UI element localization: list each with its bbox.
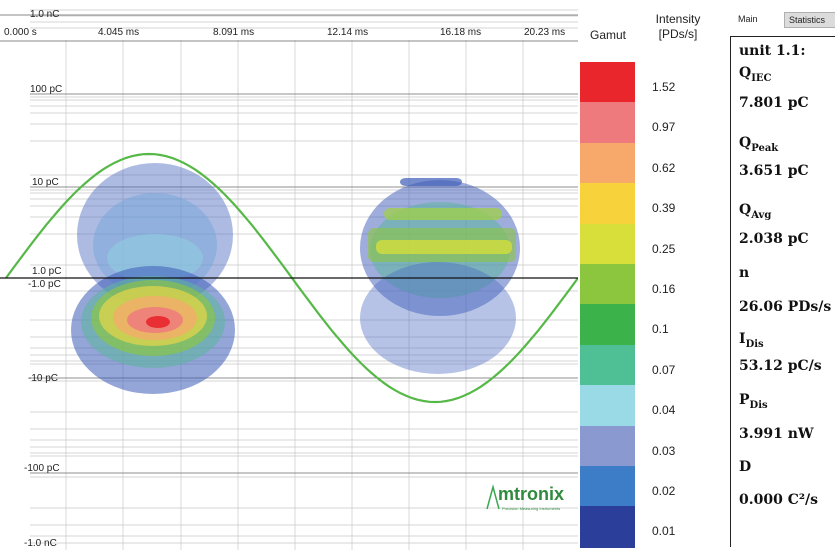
prpd-plot-canvas: 0.000 s 4.045 ms 8.091 ms 12.14 ms 16.18…	[0, 9, 578, 550]
statistics-box: unit 1.1: QIEC 7.801 pC QPeak 3.651 pC Q…	[730, 36, 835, 547]
tab-statistics[interactable]: Statistics	[784, 12, 835, 28]
gamut-band	[580, 62, 635, 104]
gamut-band	[580, 344, 635, 387]
gamut-band	[580, 304, 635, 347]
logo-tagline: Precision Measuring Instruments	[502, 506, 560, 511]
time-tick: 8.091 ms	[213, 27, 254, 38]
intensity-unit: [PDs/s]	[658, 27, 698, 41]
intensity-title: Intensity [PDs/s]	[646, 12, 710, 42]
p-dis-value: 3.991 nW	[739, 426, 814, 442]
time-axis: 0.000 s 4.045 ms 8.091 ms 12.14 ms 16.18…	[4, 27, 565, 38]
charge-label: -10 pC	[28, 373, 58, 384]
statistics-panel: Main Statistics unit 1.1: QIEC 7.801 pC …	[728, 0, 835, 550]
cluster-region	[376, 240, 512, 254]
gamut-value: 0.07	[652, 362, 676, 377]
discharge-clusters	[71, 163, 520, 394]
charge-label: -100 pC	[24, 463, 60, 474]
charge-label: 100 pC	[30, 84, 62, 95]
cluster-region	[400, 178, 462, 186]
i-dis-value: 53.12 pC/s	[739, 358, 822, 374]
charge-label: 1.0 pC	[32, 266, 61, 277]
gamut-value: 0.03	[652, 443, 676, 458]
d-value: 0.000 C²/s	[739, 492, 818, 508]
gamut-band	[580, 506, 635, 549]
n-value: 26.06 PDs/s	[739, 299, 832, 315]
gamut-band	[580, 385, 635, 428]
gamut-band	[580, 466, 635, 508]
q-avg-value: 2.038 pC	[739, 231, 809, 247]
unit-label: unit 1.1:	[739, 43, 806, 59]
cluster-region	[360, 262, 516, 374]
logo-icon	[486, 484, 500, 510]
q-peak-label: QPeak	[739, 135, 779, 154]
gamut-legend: Gamut Intensity [PDs/s] 1.52 0.97 0.62 0.39…	[578, 0, 728, 550]
time-tick: 4.045 ms	[98, 27, 139, 38]
time-tick: 12.14 ms	[327, 27, 368, 38]
gamut-value: 0.25	[652, 241, 676, 256]
prpd-plot[interactable]: 0.000 s 4.045 ms 8.091 ms 12.14 ms 16.18…	[0, 0, 578, 550]
charge-label: 10 pC	[32, 177, 59, 188]
p-dis-label: PDis	[739, 392, 768, 411]
q-iec-value: 7.801 pC	[739, 95, 809, 111]
gamut-value: 0.97	[652, 120, 676, 135]
gamut-band	[580, 425, 635, 468]
intensity-label: Intensity	[655, 12, 701, 26]
gamut-value: 0.39	[652, 201, 676, 216]
charge-label: -1.0 nC	[24, 538, 57, 549]
mtronix-logo: mtronix Precision Measuring Instruments	[486, 484, 564, 511]
time-tick: 20.23 ms	[524, 27, 565, 38]
q-peak-value: 3.651 pC	[739, 163, 809, 179]
gamut-band	[580, 183, 635, 226]
gamut-band	[580, 142, 635, 185]
gamut-value: 0.01	[652, 524, 676, 539]
gamut-band	[580, 264, 635, 306]
cluster-region	[146, 316, 170, 328]
gamut-band	[580, 102, 635, 145]
gamut-value: 0.04	[652, 403, 676, 418]
tab-main[interactable]: Main	[738, 14, 758, 24]
charge-axis: 1.0 nC 100 pC 10 pC 1.0 pC -1.0 pC -10 p…	[24, 9, 62, 549]
cluster-region	[384, 208, 502, 220]
gamut-value: 0.02	[652, 484, 676, 498]
gamut-value: 0.16	[652, 282, 676, 296]
gamut-value: 0.1	[652, 322, 669, 337]
d-label: D	[739, 459, 752, 475]
q-iec-label: QIEC	[739, 65, 772, 84]
logo-text: mtronix	[498, 484, 564, 504]
charge-label: -1.0 pC	[28, 279, 61, 290]
n-label: n	[739, 265, 750, 281]
gamut-title: Gamut	[590, 28, 627, 42]
time-tick: 16.18 ms	[440, 27, 481, 38]
gamut-value: 0.62	[652, 160, 676, 175]
gamut-band	[580, 223, 635, 266]
charge-label: 1.0 nC	[30, 9, 59, 20]
time-tick: 0.000 s	[4, 27, 37, 38]
q-avg-label: QAvg	[739, 202, 772, 221]
i-dis-label: IDis	[739, 331, 764, 350]
gamut-value: 1.52	[652, 80, 676, 94]
